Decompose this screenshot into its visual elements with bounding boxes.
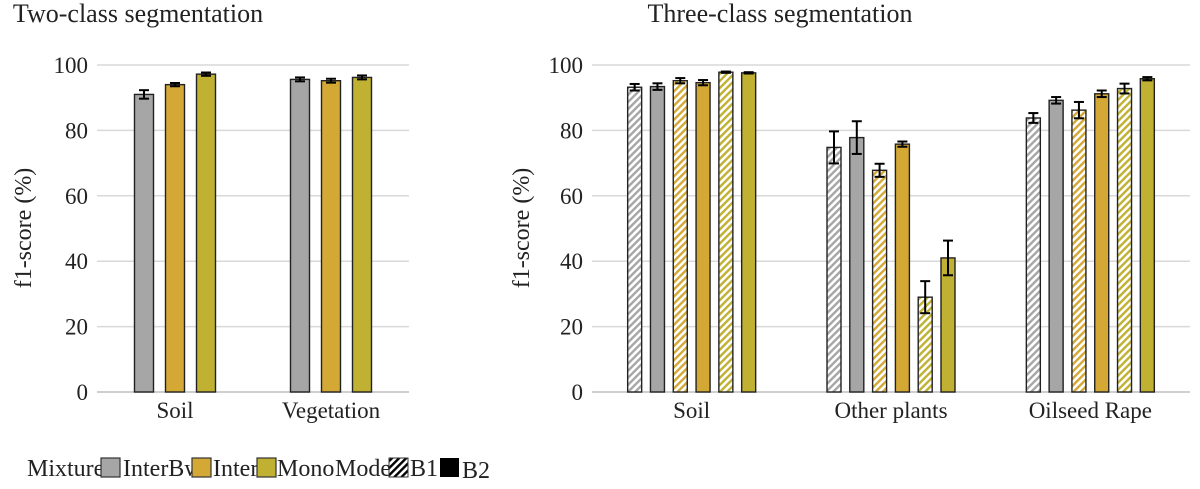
bar-interbw-b2 — [849, 136, 865, 393]
legend-swatch-mono — [256, 457, 277, 478]
bar-mono-b2 — [1139, 78, 1156, 393]
bar-mono-b2 — [940, 257, 956, 393]
bar-interbw-b2 — [289, 78, 311, 393]
legend-item-b2: B2 — [462, 458, 490, 484]
legend-item-mono: Mono — [277, 456, 334, 482]
y-tick-label: 60 — [560, 184, 583, 209]
right-chart-title: Three-class segmentation — [648, 0, 913, 28]
y-tick-label: 0 — [77, 380, 89, 405]
legend-swatch-b2 — [440, 458, 459, 477]
left-y-axis-label: f1-score (%) — [11, 168, 37, 289]
legend-item-inter: Inter — [213, 456, 258, 482]
x-tick-label: Oilseed Rape — [1029, 398, 1152, 423]
bar-inter-b2 — [1094, 93, 1110, 393]
bar-inter-b2 — [164, 83, 186, 393]
y-tick-label: 80 — [65, 118, 88, 143]
y-tick-label: 60 — [65, 184, 88, 209]
bar-inter-b2 — [320, 79, 342, 393]
y-tick-label: 20 — [560, 315, 583, 340]
y-tick-label: 100 — [54, 53, 89, 78]
bar-interbw-b2 — [1048, 99, 1064, 393]
y-tick-label: 0 — [572, 380, 584, 405]
bar-interbw-b1 — [1025, 117, 1042, 393]
x-tick-label: Vegetation — [282, 398, 381, 423]
bar-mono-b2 — [351, 76, 373, 393]
bar-inter-b1 — [672, 79, 688, 393]
bar-mono-b2 — [195, 73, 217, 393]
bar-interbw-b1 — [626, 86, 643, 393]
legend: Mixtures: InterBw Inter Mono Model: B1 B… — [27, 456, 490, 484]
bar-interbw-b1 — [826, 146, 842, 393]
right-y-axis-label: f1-score (%) — [509, 168, 535, 289]
bar-mono-b2 — [740, 72, 757, 393]
legend-item-b1: B1 — [410, 456, 438, 482]
plot-1: 0 20 40 60 80 100 Soil Other plants Oilseed Rape — [549, 53, 1190, 423]
bar-inter-b1 — [871, 169, 888, 393]
legend-swatch-inter — [191, 457, 212, 478]
bar-mono-b1 — [718, 71, 734, 393]
bar-interbw-b2 — [649, 85, 666, 393]
bar-inter-b2 — [695, 81, 711, 393]
y-tick-label: 40 — [560, 249, 583, 274]
y-tick-label: 20 — [65, 315, 88, 340]
left-chart-title: Two-class segmentation — [13, 0, 263, 28]
x-tick-label: Soil — [673, 398, 710, 423]
legend-swatch-b1 — [388, 457, 409, 478]
y-tick-label: 100 — [549, 53, 584, 78]
x-tick-label: Soil — [156, 398, 193, 423]
legend-swatch-interbw — [100, 457, 121, 478]
bar-inter-b2 — [894, 143, 911, 393]
y-tick-label: 40 — [65, 249, 88, 274]
plot-0: 0 20 40 60 80 100 Soil Vegetation — [54, 53, 409, 423]
bar-mono-b1 — [1116, 87, 1133, 393]
bar-inter-b1 — [1071, 109, 1087, 393]
bar-interbw-b2 — [133, 93, 155, 393]
x-tick-label: Other plants — [834, 398, 947, 423]
y-tick-label: 80 — [560, 118, 583, 143]
legend-item-interbw: InterBw — [123, 456, 202, 482]
